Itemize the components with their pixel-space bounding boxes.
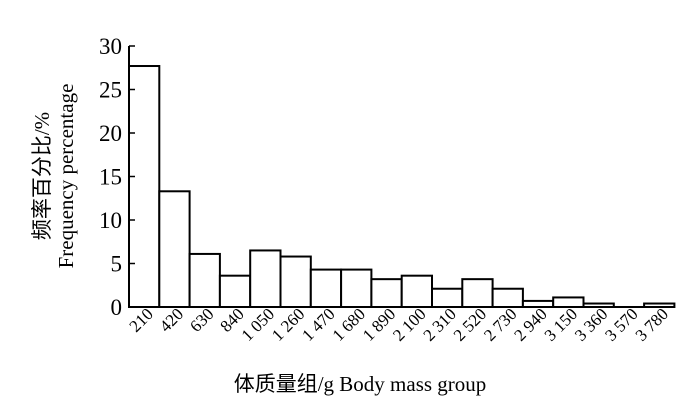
x-tick-label: 1 680: [329, 304, 369, 344]
x-tick-label: 1 890: [359, 304, 399, 344]
y-ticks-group: 0 5 10 15 20 25 30: [99, 34, 135, 320]
x-tick-label: 2 940: [510, 304, 550, 344]
x-tick-label: 3 780: [632, 304, 672, 344]
x-tick-label: 1 470: [298, 304, 338, 344]
bar-1890: [370, 278, 403, 309]
bar-2520: [461, 278, 494, 309]
x-tick-label: 1 260: [268, 304, 308, 344]
x-tick-label: 210: [126, 304, 157, 335]
y-tick-label: 30: [99, 34, 122, 59]
bar-630: [188, 252, 221, 308]
y-tick-label: 20: [99, 121, 122, 146]
bar-2100: [400, 274, 434, 308]
y-axis-label-chinese: 频率百分比/%: [30, 111, 54, 241]
x-tick-label: 1 050: [238, 304, 278, 344]
x-tick-label: 2 520: [450, 304, 490, 344]
bar-2730: [491, 287, 524, 309]
x-tick-label: 420: [156, 304, 187, 335]
x-tick-label: 2 310: [419, 304, 459, 344]
bars-group: [128, 65, 676, 309]
x-tick-label: 3 360: [571, 304, 611, 344]
bar-1260: [279, 255, 312, 309]
y-tick-label: 25: [99, 78, 122, 103]
bar-1470: [309, 268, 343, 308]
y-tick-label: 0: [111, 295, 123, 320]
bar-1050: [249, 249, 282, 308]
bar-2310: [431, 287, 464, 309]
x-axis-label: 体质量组/g Body mass group: [233, 372, 487, 396]
x-tick-label: 630: [186, 304, 217, 335]
y-tick-label: 15: [99, 165, 122, 190]
x-tick-label: 2 730: [480, 304, 520, 344]
bar-420: [158, 190, 191, 308]
bar-1680: [340, 268, 373, 308]
y-axis-label-english: Frequency percentage: [54, 83, 78, 269]
y-tick-label: 5: [111, 252, 123, 277]
bar-840: [218, 274, 252, 308]
x-tick-label: 3 570: [601, 304, 641, 344]
x-tick-label: 2 100: [389, 304, 429, 344]
y-tick-label: 10: [99, 208, 122, 233]
x-tick-label: 3 150: [541, 304, 581, 344]
bar-210: [128, 65, 161, 309]
